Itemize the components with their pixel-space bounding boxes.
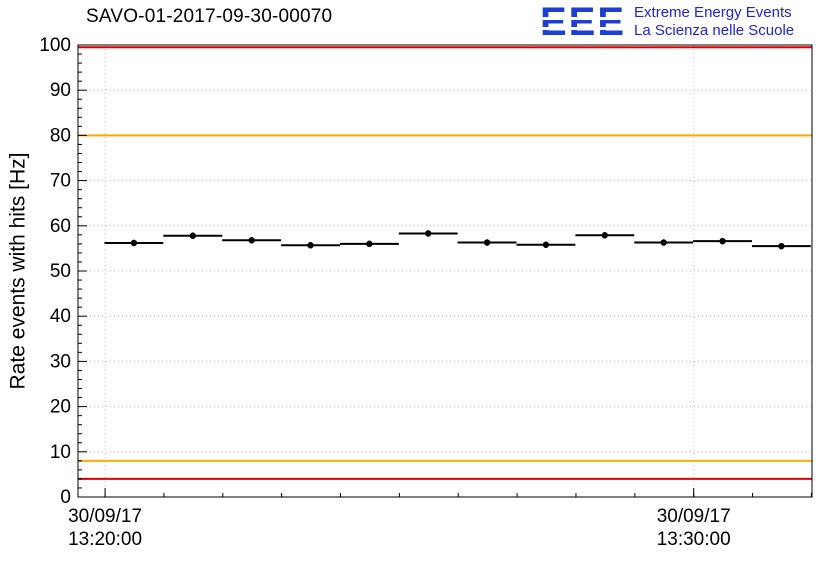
y-tick-label: 70 xyxy=(50,171,71,192)
data-point xyxy=(307,242,314,249)
y-tick-label: 100 xyxy=(39,35,71,56)
data-point xyxy=(601,232,609,239)
page-title: SAVO-01-2017-09-30-00070 xyxy=(86,6,333,27)
data-point xyxy=(425,230,432,237)
data-point xyxy=(660,239,667,246)
eee-logo-letters: EEE xyxy=(540,0,627,44)
data-point xyxy=(366,240,373,248)
data-point xyxy=(719,237,726,245)
data-point xyxy=(542,241,550,248)
data-point xyxy=(248,237,255,244)
data-point xyxy=(778,242,785,250)
plot-frame xyxy=(77,44,813,498)
y-tick-label: 20 xyxy=(50,397,71,418)
y-tick-label: 80 xyxy=(50,125,71,146)
x-tick-label: 30/09/17 xyxy=(68,506,142,527)
eee-logo-line1: Extreme Energy Events xyxy=(634,4,792,21)
data-point xyxy=(189,232,196,239)
y-tick-label: 50 xyxy=(50,261,71,282)
y-tick-label: 60 xyxy=(50,216,71,237)
eee-logo: EEE Extreme Energy Events La Scienza nelle… xyxy=(540,2,794,42)
eee-logo-text: Extreme Energy Events La Scienza nelle Sc… xyxy=(634,4,794,40)
y-tick-label: 40 xyxy=(50,306,71,327)
x-tick-label: 30/09/17 xyxy=(657,506,731,527)
y-tick-label: 10 xyxy=(50,442,71,463)
eee-logo-line2: La Scienza nelle Scuole xyxy=(634,22,795,39)
data-point xyxy=(483,239,491,246)
x-tick-label: 13:20:00 xyxy=(68,529,142,550)
y-tick-label: 0 xyxy=(60,487,71,508)
data-point xyxy=(130,239,138,247)
y-tick-label: 30 xyxy=(50,351,71,372)
y-tick-label: 90 xyxy=(50,80,71,101)
x-tick-label: 13:30:00 xyxy=(657,529,731,550)
